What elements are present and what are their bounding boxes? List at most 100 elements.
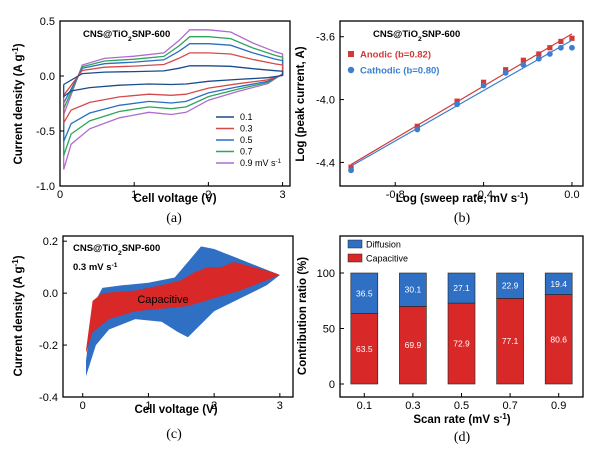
x-tick-label: -0.8 — [386, 189, 405, 201]
x-tick-label: 2 — [211, 400, 217, 412]
bar-diffusion — [544, 272, 573, 295]
data-point-anodic — [348, 164, 354, 170]
legend-label-4: 0.9 mV s-1 — [240, 158, 282, 169]
legend-label-capacitive: Capacitive — [366, 254, 408, 264]
legend-label-3: 0.7 — [240, 147, 253, 157]
bar-label-diffusion: 36.5 — [356, 288, 373, 298]
x-tick-label: 0.1 — [357, 400, 372, 412]
y-tick-label: -3.6 — [316, 32, 335, 44]
bar-label-capacitive: 69.9 — [405, 340, 422, 350]
caption-b: (b) — [454, 211, 471, 226]
data-point-anodic — [480, 79, 487, 85]
x-axis-label: Cell voltage (V) — [134, 404, 217, 416]
cv-curve-0 — [63, 65, 284, 98]
plot-frame-a — [59, 20, 291, 187]
bar-capacitive — [350, 313, 379, 385]
x-tick-label: 0.3 — [405, 400, 420, 412]
legend-label-diffusion: Diffusion — [366, 240, 401, 250]
capacitive-annotation: Capacitive — [137, 294, 188, 306]
chart-title: CNS@TiO2SNP-600 — [73, 243, 160, 257]
x-tick-label: 1 — [145, 400, 151, 412]
panel-a: 0 1 2 3 0.5 0.0 -0.5 -1.0 CNS@TiO2SNP-600 Cell vo… — [11, 16, 291, 226]
legend-label-1: Cathodic (b=0.80) — [360, 66, 439, 77]
x-tick-label: 0.5 — [454, 400, 469, 412]
plot-frame-c — [62, 235, 294, 398]
legend-marker-anodic — [348, 51, 354, 57]
data-point-anodic — [520, 57, 526, 63]
bar-diffusion — [447, 272, 476, 304]
legend-swatch-diffusion — [347, 239, 363, 249]
data-point-cathodic — [348, 167, 354, 174]
caption-a: (a) — [166, 211, 182, 226]
y-tick-label: -1.0 — [36, 181, 55, 193]
panel-b: -0.8 -0.4 0.0 -3.6 -4.0 -4.4 CNS@TiO2SNP-600 An… — [295, 20, 584, 226]
y-tick-label: -4.0 — [316, 95, 335, 107]
bar-capacitive — [399, 306, 427, 385]
chart-title: CNS@TiO2SNP-600 — [83, 29, 170, 43]
y-tick-label: 0.5 — [40, 16, 55, 28]
data-point-anodic — [558, 38, 564, 45]
caption-d: (d) — [454, 430, 471, 445]
data-point-anodic — [414, 123, 420, 129]
bar-label-capacitive: 77.1 — [502, 336, 519, 346]
y-tick-label: 0.0 — [43, 288, 58, 300]
legend-label-1: 0.3 — [240, 124, 253, 134]
fit-line-0 — [350, 33, 573, 166]
capacitive-area — [86, 262, 280, 353]
x-axis-label: Cell voltage (V) — [133, 193, 216, 205]
x-tick-label: 1 — [131, 189, 137, 201]
bar-diffusion — [399, 272, 427, 307]
bar-capacitive — [496, 298, 524, 385]
y-tick-label: 0 — [329, 379, 335, 391]
bar-label-diffusion: 22.9 — [502, 281, 519, 291]
x-tick-label: -0.4 — [474, 189, 493, 201]
data-point-anodic — [569, 35, 575, 41]
legend-label-2: 0.5 — [240, 135, 253, 145]
panel-d: 63.5 36.5 0.1 69.9 30.1 0.3 72.9 27.1 0.5 77.1 22.… — [297, 235, 584, 445]
data-point-cathodic — [502, 69, 509, 76]
bar-label-diffusion: 27.1 — [453, 283, 470, 293]
y-axis-label: Log (peak current, A) — [295, 46, 307, 161]
y-axis-label: Current density (A g-1) — [11, 255, 26, 376]
data-point-cathodic — [569, 44, 575, 51]
x-tick-label: 0 — [80, 400, 86, 412]
data-point-cathodic — [558, 44, 564, 51]
data-point-anodic — [503, 67, 509, 73]
y-tick-label: -0.5 — [36, 126, 55, 138]
data-point-anodic — [547, 45, 553, 51]
data-point-cathodic — [454, 101, 460, 108]
bar-label-diffusion: 30.1 — [405, 285, 422, 295]
data-point-anodic — [536, 51, 542, 57]
x-tick-label: 0.0 — [564, 189, 579, 201]
x-axis-label: Log (sweep rate, mV s-1) — [396, 191, 529, 206]
x-tick-label: 0 — [57, 189, 63, 201]
data-point-cathodic — [414, 126, 421, 133]
fit-line-1 — [350, 39, 573, 167]
legend-label-0: Anodic (b=0.82) — [360, 50, 431, 61]
y-tick-label: 100 — [317, 268, 335, 280]
bar-label-diffusion: 19.4 — [550, 279, 567, 289]
legend-swatch-capacitive — [347, 253, 363, 263]
bar-diffusion — [350, 272, 379, 314]
x-tick-label: 2 — [205, 189, 211, 201]
bar-diffusion — [496, 272, 524, 299]
plot-frame-d — [339, 235, 584, 398]
legend-marker-cathodic — [347, 66, 355, 74]
data-point-cathodic — [535, 55, 542, 62]
x-tick-label: 3 — [277, 400, 283, 412]
x-tick-label: 0.7 — [502, 400, 517, 412]
data-point-anodic — [454, 98, 460, 104]
bar-label-capacitive: 80.6 — [550, 334, 567, 344]
y-tick-label: 0.2 — [43, 236, 58, 248]
y-tick-label: -0.2 — [39, 340, 58, 352]
caption-c: (c) — [166, 427, 182, 442]
x-tick-label: 0.9 — [551, 400, 566, 412]
chart-subtitle: 0.3 mV s-1 — [73, 262, 118, 274]
chart-title: CNS@TiO2SNP-600 — [373, 29, 460, 43]
data-point-cathodic — [520, 62, 527, 68]
data-point-cathodic — [480, 82, 487, 89]
bar-label-capacitive: 72.9 — [453, 339, 470, 349]
y-tick-label: -4.4 — [316, 157, 335, 169]
x-axis-label: Scan rate (mV s-1) — [413, 412, 510, 427]
x-tick-label: 3 — [280, 189, 286, 201]
